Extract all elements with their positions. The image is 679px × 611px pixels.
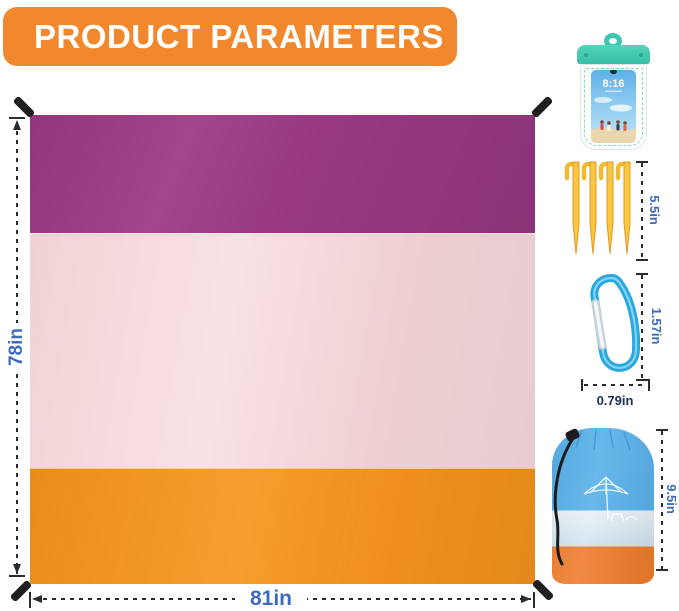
dimension-line [641, 163, 643, 259]
arrow-right-icon [521, 595, 531, 603]
stake-length-label: 5.5in [647, 195, 663, 225]
dimension-cap [636, 161, 648, 163]
dimension-cap [648, 379, 650, 391]
blanket-width-label: 81in [235, 586, 307, 611]
tent-stakes-image [564, 161, 631, 255]
tent-stake [598, 161, 614, 255]
corner-strap-top-right [530, 95, 554, 119]
case-body: 8:16 [580, 64, 647, 150]
phone-clock-time: 8:16 [602, 78, 624, 90]
blanket-stripe-pink [30, 233, 535, 468]
camera-notch-icon [610, 70, 617, 75]
drawstring-bag-image [552, 427, 654, 584]
bag-pleats [575, 429, 631, 451]
dimension-line [661, 431, 663, 569]
phone-screen: 8:16 [591, 70, 636, 143]
tent-stake [581, 161, 597, 255]
bag-body [552, 428, 654, 584]
beach-blanket-image [30, 115, 535, 584]
dimension-line [641, 275, 643, 379]
case-inner-seal [584, 68, 643, 146]
blanket-stripe-purple [30, 115, 535, 233]
dimension-cap [656, 429, 668, 431]
case-clamp [577, 45, 650, 64]
waterproof-phone-case-image: 8:16 [577, 33, 650, 150]
corner-strap-top-left [12, 95, 36, 119]
tent-stake [615, 161, 631, 255]
carabiner-gate [591, 299, 607, 350]
drawstring-cord [553, 438, 574, 566]
phone-wallpaper: 8:16 [591, 70, 636, 143]
carabiner-height-label: 1.57in [649, 307, 665, 345]
dimension-cap [581, 379, 583, 391]
banner-title: PRODUCT PARAMETERS [34, 17, 444, 55]
bag-details [575, 429, 638, 522]
dimension-line [584, 384, 647, 386]
arrow-down-icon [13, 564, 21, 574]
umbrella-artwork-icon [583, 476, 638, 522]
dimension-cap [9, 117, 25, 119]
clamp-screw-icon [639, 53, 643, 57]
bag-height-label: 9.5in [664, 484, 679, 514]
dimension-cap [636, 379, 648, 381]
blanket-height-label: 78in [6, 323, 27, 371]
dimension-cap [9, 575, 25, 577]
dimension-cap [656, 569, 668, 571]
carabiner-width-label: 0.79in [596, 392, 634, 408]
clamp-screw-icon [584, 53, 588, 57]
product-parameters-banner: PRODUCT PARAMETERS [3, 7, 457, 66]
dimension-cap [29, 592, 31, 608]
beach-people-figures [600, 120, 627, 131]
corner-strap-bottom-right [531, 578, 555, 602]
dimension-cap [636, 259, 648, 261]
blanket-stripe-orange [30, 468, 535, 584]
carabiner-image [590, 274, 640, 372]
tent-stake [564, 161, 580, 255]
dimension-cap [636, 273, 648, 275]
dimension-cap [533, 592, 535, 608]
